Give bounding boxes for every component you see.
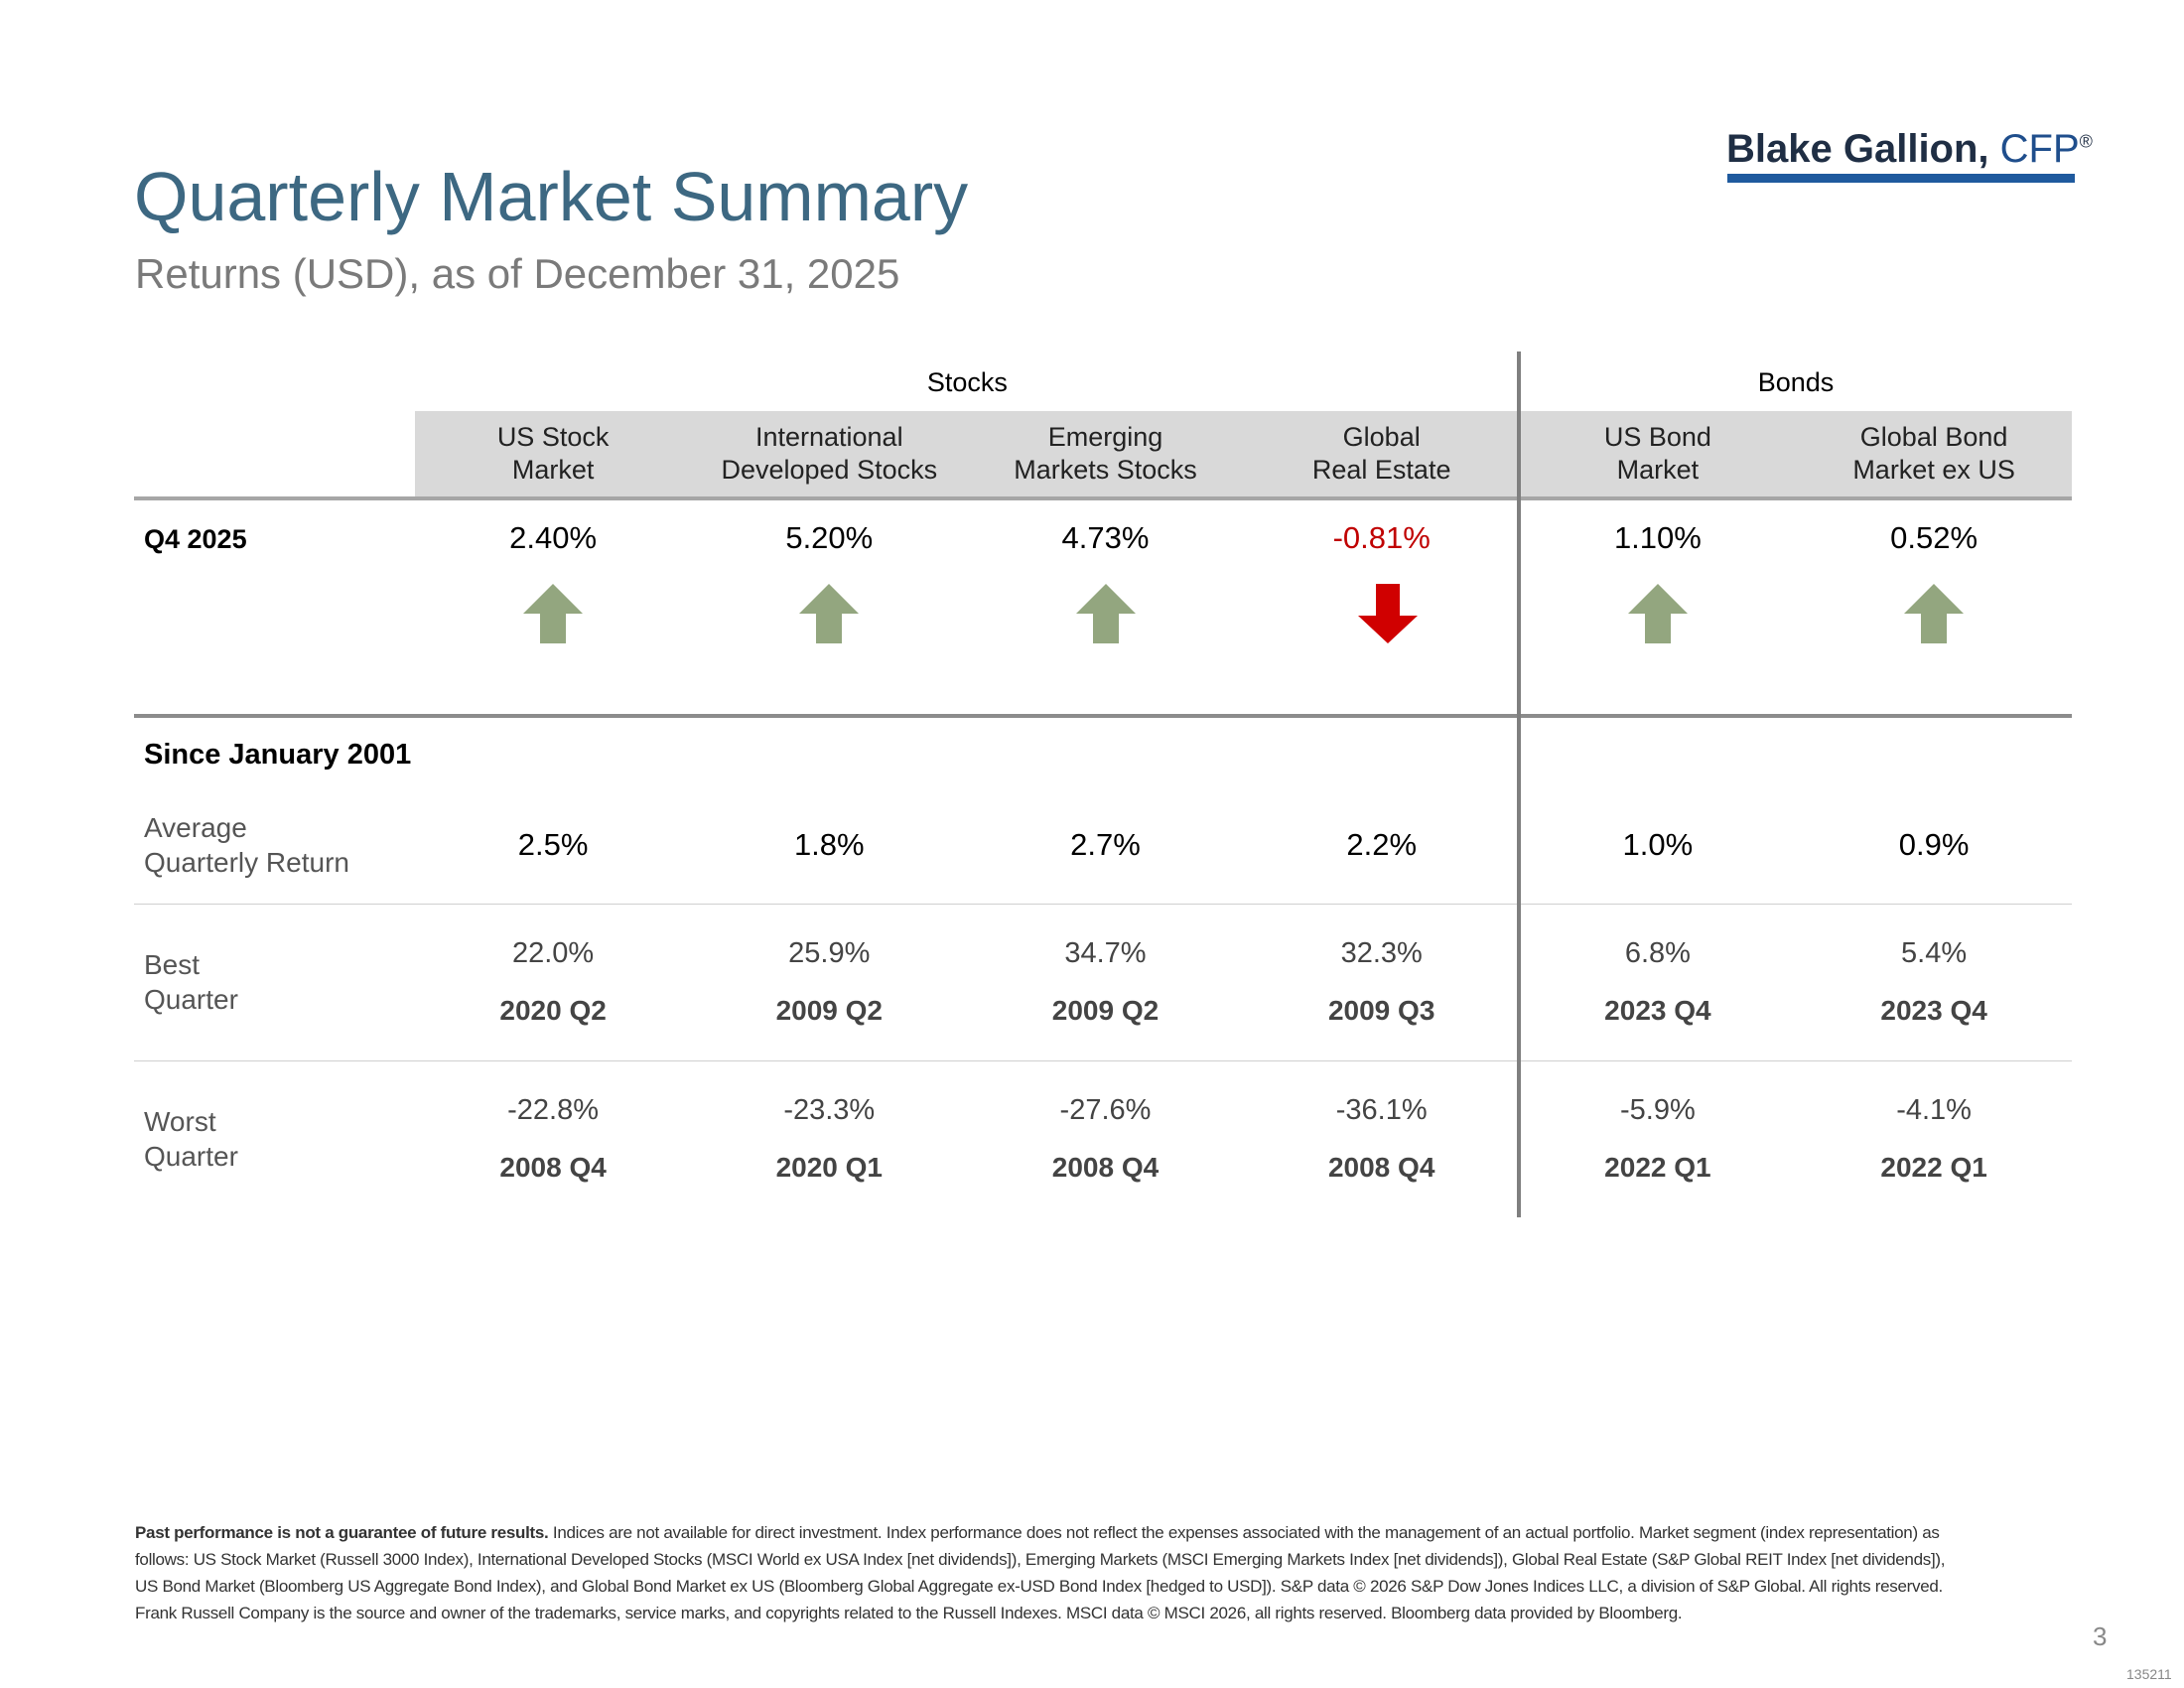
column-header: US Stock — [496, 422, 610, 452]
column-header: Market — [1616, 455, 1700, 485]
arrow-up — [1904, 584, 1965, 643]
column-header: Global Bond — [1859, 422, 2008, 452]
header-band — [415, 411, 2072, 497]
section-label: Since January 2001 — [144, 739, 412, 771]
best-period: 2023 Q4 — [1880, 995, 1987, 1026]
column-header: Markets Stocks — [1014, 455, 1197, 485]
logo: Blake Gallion, CFP® — [1726, 127, 2093, 172]
average-value: 2.2% — [1346, 827, 1418, 862]
row-label: Q4 2025 — [144, 524, 247, 554]
row-label: Best — [144, 949, 201, 980]
footnote-text: Indices are not available for direct inv… — [135, 1523, 1946, 1622]
best-value: 34.7% — [1064, 937, 1147, 969]
logo-bar — [1727, 174, 2075, 183]
arrow-shape — [523, 584, 584, 643]
best-period: 2009 Q3 — [1327, 995, 1435, 1026]
logo-credential: CFP — [1999, 127, 2080, 171]
row-label: Quarter — [144, 1141, 238, 1172]
logo-name: Blake Gallion, — [1726, 127, 1989, 171]
column-header: Developed Stocks — [721, 455, 938, 485]
column-header: Market — [511, 455, 595, 485]
worst-value: -5.9% — [1620, 1094, 1696, 1126]
column-header: Emerging — [1047, 422, 1163, 452]
worst-period: 2022 Q1 — [1880, 1152, 1987, 1183]
worst-value: -27.6% — [1059, 1094, 1152, 1126]
worst-value: -23.3% — [783, 1094, 876, 1126]
footnote-lead: Past performance is not a guarantee of f… — [135, 1523, 549, 1542]
worst-value: -4.1% — [1896, 1094, 1972, 1126]
average-value: 2.5% — [517, 827, 589, 862]
doc-code: 135211 — [2126, 1666, 2172, 1682]
group-header: Bonds — [1757, 367, 1835, 397]
section-rule — [134, 714, 2072, 718]
column-header: US Bond — [1603, 422, 1711, 452]
quarter-value: 2.40% — [509, 520, 598, 555]
row-label: Quarterly Return — [144, 847, 349, 878]
quarter-value: 5.20% — [785, 520, 874, 555]
quarter-value: 1.10% — [1613, 520, 1702, 555]
quarter-value: 4.73% — [1061, 520, 1150, 555]
column-header: Global — [1342, 422, 1421, 452]
best-value: 25.9% — [788, 937, 871, 969]
arrow-shape — [1904, 584, 1965, 643]
average-value: 0.9% — [1898, 827, 1970, 862]
average-value: 1.0% — [1622, 827, 1694, 862]
column-header: International — [754, 422, 903, 452]
arrow-up — [1075, 584, 1136, 643]
title: Quarterly Market Summary — [134, 158, 969, 235]
page-number: 3 — [2093, 1621, 2108, 1651]
best-value: 32.3% — [1340, 937, 1423, 969]
subtitle: Returns (USD), as of December 31, 2025 — [135, 250, 900, 297]
worst-value: -36.1% — [1335, 1094, 1428, 1126]
row-rule — [134, 904, 2072, 905]
arrow-up — [799, 584, 860, 643]
best-period: 2009 Q2 — [775, 995, 883, 1026]
best-period: 2009 Q2 — [1051, 995, 1160, 1026]
worst-period: 2008 Q4 — [1327, 1152, 1435, 1183]
arrow-down — [1357, 584, 1418, 643]
quarter-value: -0.81% — [1332, 520, 1431, 555]
arrow-shape — [799, 584, 860, 643]
arrow-shape — [1075, 584, 1136, 643]
best-period: 2023 Q4 — [1604, 995, 1711, 1026]
worst-period: 2020 Q1 — [775, 1152, 883, 1183]
arrow-shape — [1357, 584, 1418, 643]
worst-value: -22.8% — [507, 1094, 600, 1126]
footnote: Past performance is not a guarantee of f… — [135, 1519, 1962, 1626]
best-value: 22.0% — [511, 937, 595, 969]
arrow-shape — [1627, 584, 1688, 643]
average-value: 2.7% — [1070, 827, 1141, 862]
quarter-value: 0.52% — [1890, 520, 1979, 555]
worst-period: 2008 Q4 — [1051, 1152, 1160, 1183]
row-rule — [134, 1060, 2072, 1061]
group-header: Stocks — [926, 367, 1008, 397]
logo-mark: ® — [2079, 131, 2093, 152]
average-value: 1.8% — [793, 827, 865, 862]
column-header: Real Estate — [1311, 455, 1451, 485]
row-label: Quarter — [144, 984, 238, 1015]
best-period: 2020 Q2 — [499, 995, 607, 1026]
worst-period: 2008 Q4 — [499, 1152, 607, 1183]
group-divider — [1517, 352, 1521, 1217]
best-value: 6.8% — [1624, 937, 1691, 969]
header-rule — [134, 496, 2072, 500]
arrow-up — [1627, 584, 1688, 643]
row-label: Worst — [144, 1106, 216, 1137]
column-header: Market ex US — [1852, 455, 2015, 485]
best-value: 5.4% — [1901, 937, 1968, 969]
worst-period: 2022 Q1 — [1604, 1152, 1711, 1183]
row-label: Average — [144, 812, 247, 843]
arrow-up — [523, 584, 584, 643]
